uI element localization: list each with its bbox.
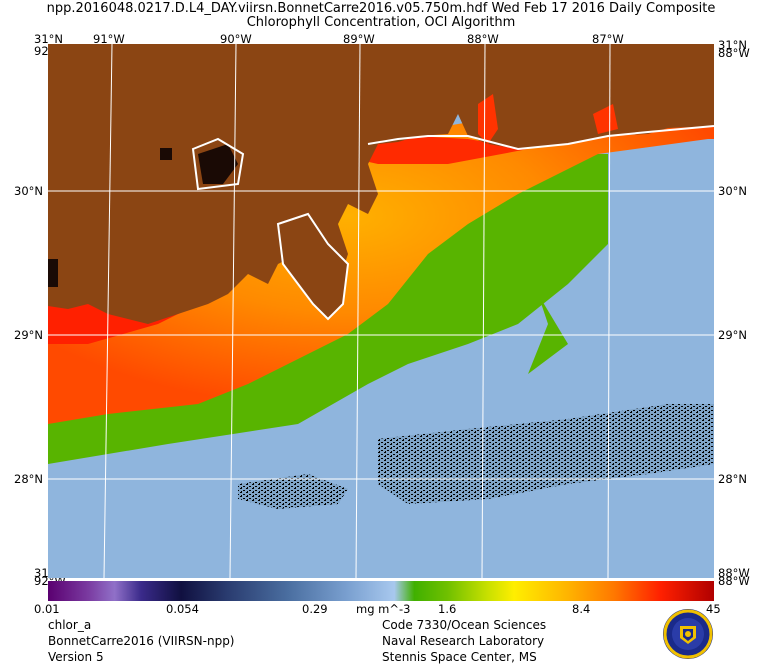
lat-right-28: 28°N <box>718 472 747 486</box>
mobile-bay <box>478 94 498 144</box>
lon-tick-87: 87°W <box>592 32 624 46</box>
footer-version: Version 5 <box>48 650 104 664</box>
bottom-right-label: 88°W <box>718 566 750 580</box>
lon-tick-89: 89°W <box>343 32 375 46</box>
lon-tick-91: 91°W <box>93 32 125 46</box>
footer-variable: chlor_a <box>48 618 92 632</box>
map-canvas <box>48 44 714 578</box>
coastline <box>367 125 714 151</box>
lat-left-29: 29°N <box>14 328 43 342</box>
top-right-lat-label: 31°N <box>718 38 747 52</box>
lat-right-29: 29°N <box>718 328 747 342</box>
colorbar-tick-4: 8.4 <box>572 602 591 616</box>
footer-location: Stennis Space Center, MS <box>382 650 537 664</box>
colorbar-tick-3: 1.6 <box>438 602 457 616</box>
cloud-cover <box>238 474 348 509</box>
footer-dataset: BonnetCarre2016 (VIIRSN-npp) <box>48 634 235 648</box>
graticule <box>48 44 714 578</box>
lon-tick-88: 88°W <box>467 32 499 46</box>
nrl-seal-icon <box>663 609 713 659</box>
lon-tick-90: 90°W <box>220 32 252 46</box>
land-area <box>48 44 714 324</box>
colorbar-tick-2: 0.29 <box>302 602 328 616</box>
chlorophyll-plume <box>48 104 714 424</box>
footer-code: Code 7330/Ocean Sciences <box>382 618 547 632</box>
map-title: npp.2016048.0217.D.L4_DAY.viirsn.BonnetC… <box>46 1 716 16</box>
bottom-right-lon-label: 88°W <box>718 574 750 588</box>
mississippi-delta <box>276 212 350 321</box>
colorbar-tick-1: 0.054 <box>166 602 199 616</box>
lat-left-28: 28°N <box>14 472 43 486</box>
lat-left-30: 30°N <box>14 184 43 198</box>
colorbar-tick-5: 45 <box>706 602 721 616</box>
chlorophyll-map <box>48 44 714 578</box>
top-left-lat-label: 31°N <box>34 32 63 46</box>
lake-pontchartrain <box>198 144 238 184</box>
colorbar-tick-0: 0.01 <box>34 602 60 616</box>
map-subtitle: Chlorophyll Concentration, OCI Algorithm <box>246 15 516 30</box>
colorbar-unit: mg m^-3 <box>356 602 411 616</box>
lat-right-30: 30°N <box>718 184 747 198</box>
top-right-lon-label: 88°W <box>718 46 750 60</box>
footer-lab: Naval Research Laboratory <box>382 634 545 648</box>
colorbar <box>48 581 714 601</box>
